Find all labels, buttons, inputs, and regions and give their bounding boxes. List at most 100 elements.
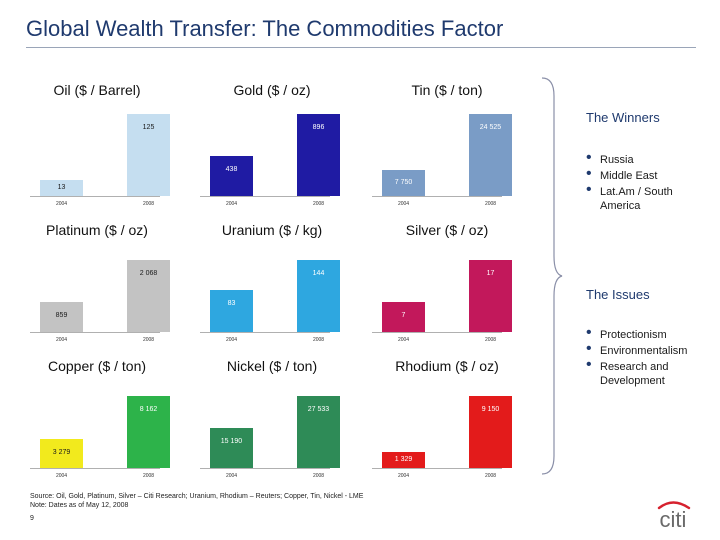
data-label: 15 190: [220, 438, 243, 445]
bullet-icon: •: [586, 181, 592, 198]
data-label: 125: [142, 124, 155, 131]
chart-bar: [297, 260, 340, 332]
year-label: 2004: [225, 473, 238, 479]
year-label: 2004: [397, 201, 410, 207]
data-label: 9 150: [481, 406, 500, 413]
winners-list: • Russia • Middle East • Lat.Am / South Ame…: [586, 149, 711, 215]
chart-bar: [469, 396, 512, 468]
data-label: 24 525: [479, 124, 502, 131]
chart-title: Silver ($ / oz): [405, 222, 489, 238]
data-label: 27 533: [307, 406, 330, 413]
issue-environmentalism: Environmentalism: [600, 345, 688, 357]
chart-axis: [372, 468, 502, 469]
grouping-brace: [541, 77, 563, 475]
chart-bar: [210, 156, 253, 196]
year-label: 2004: [225, 201, 238, 207]
chart-axis: [200, 468, 330, 469]
chart-axis: [200, 332, 330, 333]
year-label: 2008: [484, 337, 497, 343]
year-label: 2004: [55, 337, 68, 343]
data-label: 438: [225, 166, 238, 173]
data-label: 896: [312, 124, 325, 131]
chart-bar: [127, 114, 170, 196]
chart-bar: [469, 260, 512, 332]
list-item: • Russia: [586, 149, 711, 167]
data-label: 1 329: [394, 456, 413, 463]
chart-bar: [382, 302, 425, 332]
year-label: 2008: [312, 473, 325, 479]
year-label: 2008: [312, 337, 325, 343]
chart-title: Nickel ($ / ton): [226, 358, 318, 374]
data-label: 859: [55, 312, 68, 319]
bullet-icon: •: [586, 356, 592, 373]
page-title: Global Wealth Transfer: The Commodities …: [26, 16, 504, 41]
issue-protectionism: Protectionism: [600, 329, 667, 341]
data-label: 7 750: [394, 179, 413, 186]
data-label: 144: [312, 270, 325, 277]
data-label: 7: [401, 312, 406, 319]
year-label: 2008: [142, 201, 155, 207]
year-label: 2004: [55, 473, 68, 479]
chart-bar: [297, 114, 340, 196]
winner-middle-east: Middle East: [600, 170, 658, 182]
title-divider: [26, 47, 696, 48]
chart-bar: [40, 302, 83, 332]
bullet-icon: •: [586, 324, 592, 341]
source-note: Source: Oil, Gold, Platinum, Silver – Ci…: [30, 493, 364, 500]
issues-heading: The Issues: [586, 287, 650, 302]
bullet-icon: •: [586, 149, 592, 166]
year-label: 2004: [397, 473, 410, 479]
chart-title: Tin ($ / ton): [411, 82, 483, 98]
chart-title: Gold ($ / oz): [233, 82, 311, 98]
chart-title: Rhodium ($ / oz): [395, 358, 499, 374]
winner-latam: Lat.Am / South America: [600, 186, 673, 212]
chart-bar: [210, 290, 253, 332]
chart-bar: [469, 114, 512, 196]
chart-axis: [372, 196, 502, 197]
chart-bar: [382, 170, 425, 196]
bullet-icon: •: [586, 165, 592, 182]
data-label: 3 279: [52, 449, 71, 456]
citi-logo: citi: [657, 501, 691, 530]
list-item: • Research and Development: [586, 356, 711, 388]
chart-axis: [30, 468, 160, 469]
data-label: 83: [227, 300, 236, 307]
year-label: 2008: [312, 201, 325, 207]
chart-axis: [372, 332, 502, 333]
issues-list: • Protectionism • Environmentalism • Resear…: [586, 324, 711, 390]
chart-bar: [382, 452, 425, 468]
chart-bar: [127, 260, 170, 332]
issue-research: Research and Development: [600, 361, 669, 387]
data-label: 17: [486, 270, 495, 277]
year-label: 2004: [397, 337, 410, 343]
list-item: • Environmentalism: [586, 340, 711, 358]
year-label: 2008: [142, 473, 155, 479]
chart-bar: [127, 396, 170, 468]
data-label: 2 068: [139, 270, 158, 277]
data-label: 13: [57, 184, 66, 191]
date-note: Note: Dates as of May 12, 2008: [30, 502, 129, 509]
chart-axis: [200, 196, 330, 197]
list-item: • Protectionism: [586, 324, 711, 342]
year-label: 2008: [142, 337, 155, 343]
chart-bar: [297, 396, 340, 468]
year-label: 2004: [55, 201, 68, 207]
data-label: 8 162: [139, 406, 158, 413]
list-item: • Middle East: [586, 165, 711, 183]
svg-text:citi: citi: [660, 507, 687, 530]
year-label: 2008: [484, 473, 497, 479]
year-label: 2008: [484, 201, 497, 207]
chart-axis: [30, 196, 160, 197]
winner-russia: Russia: [600, 154, 634, 166]
chart-axis: [30, 332, 160, 333]
chart-bar: [40, 180, 83, 196]
winners-heading: The Winners: [586, 110, 660, 125]
bullet-icon: •: [586, 340, 592, 357]
list-item: • Lat.Am / South America: [586, 181, 711, 213]
year-label: 2004: [225, 337, 238, 343]
chart-title: Oil ($ / Barrel): [53, 82, 141, 98]
chart-bar: [210, 428, 253, 468]
chart-title: Platinum ($ / oz): [46, 222, 148, 238]
chart-bar: [40, 439, 83, 468]
chart-title: Uranium ($ / kg): [221, 222, 323, 238]
